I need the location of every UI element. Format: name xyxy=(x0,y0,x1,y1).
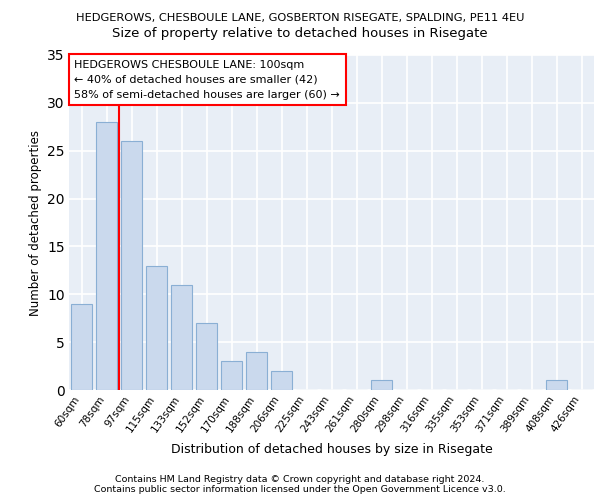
Text: HEDGEROWS, CHESBOULE LANE, GOSBERTON RISEGATE, SPALDING, PE11 4EU: HEDGEROWS, CHESBOULE LANE, GOSBERTON RIS… xyxy=(76,12,524,22)
X-axis label: Distribution of detached houses by size in Risegate: Distribution of detached houses by size … xyxy=(170,442,493,456)
Bar xyxy=(546,380,567,390)
Bar xyxy=(71,304,92,390)
Bar xyxy=(271,371,292,390)
Bar xyxy=(221,362,242,390)
Text: Contains HM Land Registry data © Crown copyright and database right 2024.: Contains HM Land Registry data © Crown c… xyxy=(115,475,485,484)
Bar xyxy=(121,141,142,390)
Text: HEDGEROWS CHESBOULE LANE: 100sqm
← 40% of detached houses are smaller (42)
58% o: HEDGEROWS CHESBOULE LANE: 100sqm ← 40% o… xyxy=(74,60,340,100)
Bar xyxy=(246,352,267,390)
Bar xyxy=(96,122,117,390)
Bar xyxy=(196,323,217,390)
Bar xyxy=(171,284,192,390)
Bar xyxy=(146,266,167,390)
Y-axis label: Number of detached properties: Number of detached properties xyxy=(29,130,41,316)
Bar xyxy=(371,380,392,390)
Text: Contains public sector information licensed under the Open Government Licence v3: Contains public sector information licen… xyxy=(94,485,506,494)
Text: Size of property relative to detached houses in Risegate: Size of property relative to detached ho… xyxy=(112,28,488,40)
